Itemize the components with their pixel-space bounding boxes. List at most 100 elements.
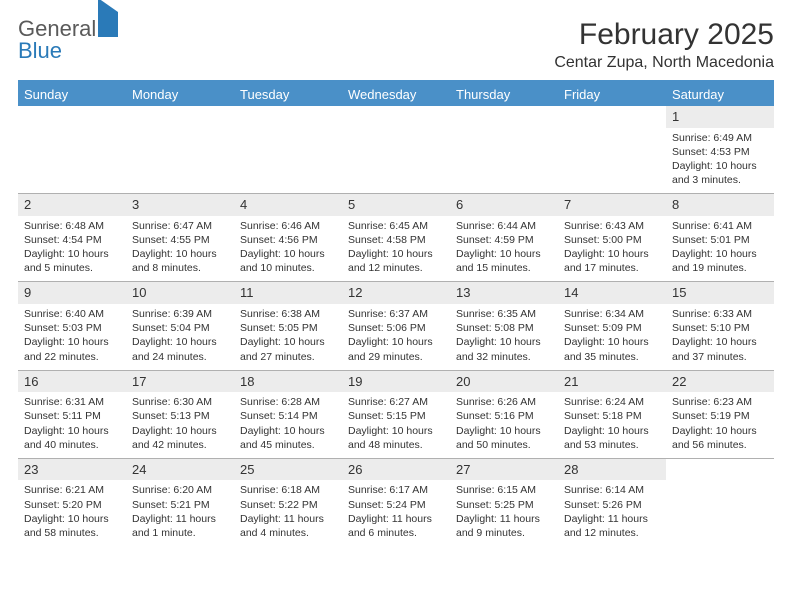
day-line: Sunset: 5:18 PM [564, 409, 660, 423]
day-line: Sunrise: 6:34 AM [564, 307, 660, 321]
day-line: and 53 minutes. [564, 438, 660, 452]
page-header: General Blue February 2025 Centar Zupa, … [18, 18, 774, 72]
calendar-cell: 25Sunrise: 6:18 AMSunset: 5:22 PMDayligh… [234, 458, 342, 546]
day-header: Friday [558, 83, 666, 106]
day-line: Sunset: 5:01 PM [672, 233, 768, 247]
calendar-body: 1Sunrise: 6:49 AMSunset: 4:53 PMDaylight… [18, 106, 774, 546]
day-line: Sunrise: 6:33 AM [672, 307, 768, 321]
calendar-cell: 3Sunrise: 6:47 AMSunset: 4:55 PMDaylight… [126, 194, 234, 282]
day-number: 28 [558, 459, 666, 481]
day-line: Daylight: 10 hours [132, 247, 228, 261]
calendar-cell: 9Sunrise: 6:40 AMSunset: 5:03 PMDaylight… [18, 282, 126, 370]
day-line: Sunset: 5:24 PM [348, 498, 444, 512]
day-body: Sunrise: 6:17 AMSunset: 5:24 PMDaylight:… [348, 483, 444, 540]
day-line: and 35 minutes. [564, 350, 660, 364]
day-line: Daylight: 10 hours [672, 335, 768, 349]
day-line: and 29 minutes. [348, 350, 444, 364]
day-line: Daylight: 11 hours [348, 512, 444, 526]
calendar-cell [666, 458, 774, 546]
day-body: Sunrise: 6:20 AMSunset: 5:21 PMDaylight:… [132, 483, 228, 540]
day-number: 8 [666, 194, 774, 216]
logo-triangle-icon [98, 0, 118, 37]
day-body [132, 131, 228, 187]
month-title: February 2025 [554, 18, 774, 52]
day-line: Sunrise: 6:44 AM [456, 219, 552, 233]
day-line: Daylight: 10 hours [564, 247, 660, 261]
day-line: Sunrise: 6:24 AM [564, 395, 660, 409]
day-line: Daylight: 10 hours [240, 247, 336, 261]
day-line: Sunset: 5:14 PM [240, 409, 336, 423]
day-number: 5 [342, 194, 450, 216]
day-line: Sunset: 4:58 PM [348, 233, 444, 247]
calendar-cell [342, 106, 450, 194]
day-line: Daylight: 10 hours [348, 424, 444, 438]
day-line: and 48 minutes. [348, 438, 444, 452]
day-line: Daylight: 10 hours [348, 335, 444, 349]
day-body: Sunrise: 6:49 AMSunset: 4:53 PMDaylight:… [672, 131, 768, 188]
day-line: Sunset: 4:55 PM [132, 233, 228, 247]
day-body [240, 131, 336, 187]
day-line: Sunrise: 6:23 AM [672, 395, 768, 409]
day-line: and 42 minutes. [132, 438, 228, 452]
day-line: Daylight: 10 hours [564, 335, 660, 349]
day-line: Daylight: 10 hours [672, 247, 768, 261]
day-line: Daylight: 10 hours [672, 424, 768, 438]
day-body: Sunrise: 6:21 AMSunset: 5:20 PMDaylight:… [24, 483, 120, 540]
day-number: 26 [342, 459, 450, 481]
day-line: and 12 minutes. [564, 526, 660, 540]
day-header: Monday [126, 83, 234, 106]
day-line: Sunset: 5:05 PM [240, 321, 336, 335]
day-line: Sunrise: 6:37 AM [348, 307, 444, 321]
day-line: Sunset: 5:21 PM [132, 498, 228, 512]
day-line: Sunrise: 6:28 AM [240, 395, 336, 409]
day-line: Daylight: 11 hours [240, 512, 336, 526]
calendar-cell: 15Sunrise: 6:33 AMSunset: 5:10 PMDayligh… [666, 282, 774, 370]
day-body: Sunrise: 6:27 AMSunset: 5:15 PMDaylight:… [348, 395, 444, 452]
day-line: Sunrise: 6:47 AM [132, 219, 228, 233]
day-line: and 6 minutes. [348, 526, 444, 540]
day-line: Daylight: 10 hours [456, 247, 552, 261]
day-line: Sunrise: 6:45 AM [348, 219, 444, 233]
day-line: Sunrise: 6:46 AM [240, 219, 336, 233]
day-body: Sunrise: 6:33 AMSunset: 5:10 PMDaylight:… [672, 307, 768, 364]
day-line: Sunrise: 6:40 AM [24, 307, 120, 321]
day-line: Daylight: 11 hours [564, 512, 660, 526]
title-block: February 2025 Centar Zupa, North Macedon… [554, 18, 774, 72]
day-line: and 4 minutes. [240, 526, 336, 540]
day-number: 22 [666, 371, 774, 393]
calendar-cell: 8Sunrise: 6:41 AMSunset: 5:01 PMDaylight… [666, 194, 774, 282]
day-header: Saturday [666, 83, 774, 106]
day-line: and 45 minutes. [240, 438, 336, 452]
calendar-cell: 14Sunrise: 6:34 AMSunset: 5:09 PMDayligh… [558, 282, 666, 370]
logo: General Blue [18, 18, 118, 62]
day-line: Sunrise: 6:39 AM [132, 307, 228, 321]
day-number: 18 [234, 371, 342, 393]
day-line: Sunset: 4:54 PM [24, 233, 120, 247]
day-line: and 1 minute. [132, 526, 228, 540]
day-line: and 17 minutes. [564, 261, 660, 275]
day-line: Sunset: 5:09 PM [564, 321, 660, 335]
day-header-row: Sunday Monday Tuesday Wednesday Thursday… [18, 83, 774, 106]
day-body: Sunrise: 6:38 AMSunset: 5:05 PMDaylight:… [240, 307, 336, 364]
day-header: Wednesday [342, 83, 450, 106]
day-line: Sunset: 5:20 PM [24, 498, 120, 512]
logo-part2: Blue [18, 38, 62, 63]
calendar-table: Sunday Monday Tuesday Wednesday Thursday… [18, 83, 774, 546]
day-line: Daylight: 10 hours [24, 335, 120, 349]
day-header: Thursday [450, 83, 558, 106]
day-line: Sunset: 5:15 PM [348, 409, 444, 423]
day-line: Sunset: 5:00 PM [564, 233, 660, 247]
day-number: 19 [342, 371, 450, 393]
calendar-cell [234, 106, 342, 194]
day-body [348, 131, 444, 187]
day-line: Daylight: 10 hours [132, 335, 228, 349]
day-line: Sunset: 5:10 PM [672, 321, 768, 335]
calendar-cell: 24Sunrise: 6:20 AMSunset: 5:21 PMDayligh… [126, 458, 234, 546]
calendar-cell: 16Sunrise: 6:31 AMSunset: 5:11 PMDayligh… [18, 370, 126, 458]
day-body: Sunrise: 6:39 AMSunset: 5:04 PMDaylight:… [132, 307, 228, 364]
day-body: Sunrise: 6:43 AMSunset: 5:00 PMDaylight:… [564, 219, 660, 276]
day-number: 7 [558, 194, 666, 216]
calendar-cell [558, 106, 666, 194]
day-body: Sunrise: 6:40 AMSunset: 5:03 PMDaylight:… [24, 307, 120, 364]
day-line: and 9 minutes. [456, 526, 552, 540]
